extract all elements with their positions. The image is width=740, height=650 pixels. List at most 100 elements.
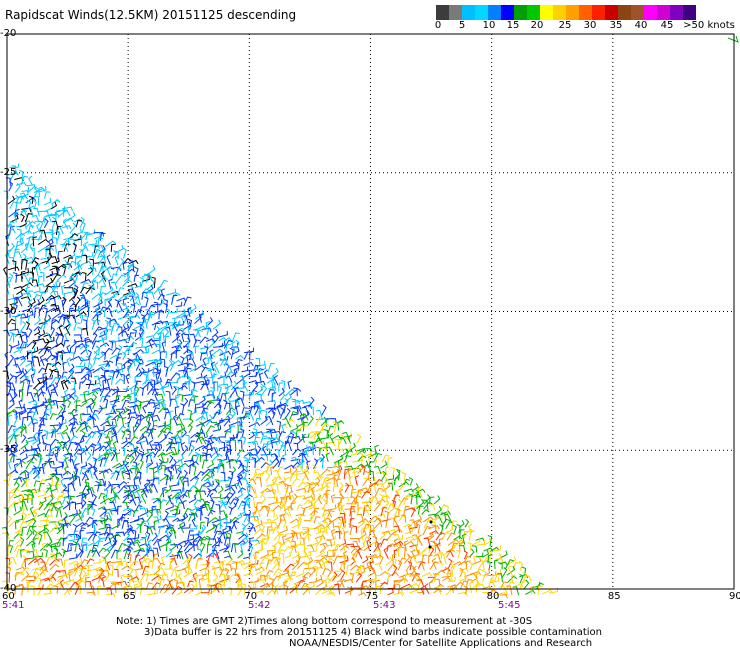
wind-barb [16, 343, 27, 349]
wind-barb [19, 537, 25, 548]
wind-barb [39, 220, 44, 230]
wind-barb [8, 544, 14, 553]
wind-barb [213, 544, 220, 552]
wind-barb [429, 496, 435, 504]
wind-barb [35, 405, 40, 415]
wind-barb [456, 524, 461, 534]
wind-barb [110, 449, 117, 462]
wind-barb [493, 545, 501, 552]
wind-barb [286, 504, 292, 517]
wind-barb [46, 583, 55, 589]
wind-barb [327, 568, 332, 578]
wind-barb [385, 518, 392, 528]
wind-barb [98, 470, 105, 479]
wind-barb [165, 502, 174, 511]
wind-barb [87, 378, 92, 389]
wind-barb [194, 325, 207, 332]
wind-barb [86, 488, 94, 498]
wind-barb [33, 552, 43, 558]
wind-barb [148, 483, 153, 493]
wind-barb [28, 493, 33, 506]
wind-barb [101, 351, 107, 360]
wind-barb [31, 235, 43, 240]
wind-barb [92, 457, 97, 468]
wind-barb [230, 409, 236, 420]
wind-barb [43, 228, 53, 234]
wind-barb [417, 588, 425, 594]
wind-barb [284, 418, 295, 426]
wind-barb [157, 285, 162, 296]
wind-barb [21, 282, 33, 289]
wind-barb [143, 370, 149, 380]
wind-barb [94, 426, 105, 433]
wind-barb [97, 585, 102, 596]
wind-barb [99, 395, 107, 403]
wind-barb [121, 586, 130, 594]
wind-barb [9, 333, 17, 342]
wind-barb [20, 195, 27, 203]
wind-barb [428, 581, 434, 590]
wind-barb [93, 304, 101, 313]
wind-barb [296, 561, 308, 570]
wind-barb [195, 310, 205, 320]
wind-barb [429, 561, 439, 570]
wind-barb [258, 409, 263, 421]
wind-barb [171, 294, 178, 305]
wind-barb [99, 306, 108, 314]
wind-barb [10, 340, 20, 349]
wind-barb [34, 316, 41, 326]
wind-barb [188, 495, 197, 504]
wind-barb [179, 581, 185, 589]
wind-barb [178, 385, 188, 390]
wind-barb [161, 403, 166, 413]
wind-barb [33, 283, 45, 288]
wind-barb [1, 586, 10, 596]
wind-barb [267, 389, 275, 396]
colorbar-swatch [553, 5, 566, 20]
wind-barb [129, 516, 140, 524]
wind-barb [501, 567, 508, 578]
wind-barb [73, 271, 83, 278]
wind-barb [366, 524, 372, 535]
wind-barb [519, 573, 524, 583]
wind-barb [79, 286, 88, 294]
wind-barb [32, 236, 38, 247]
colorbar-tick-label: 45 [660, 20, 674, 31]
wind-barb [304, 481, 316, 488]
wind-barb [284, 563, 295, 571]
wind-barb [147, 539, 153, 552]
wind-barb [29, 242, 34, 252]
wind-barb [386, 545, 393, 552]
wind-barb [283, 487, 289, 498]
wind-barb [212, 530, 222, 541]
wind-barb [237, 550, 244, 559]
wind-barb [476, 539, 485, 546]
wind-barb [116, 363, 126, 372]
wind-barb [193, 477, 199, 487]
wind-barb [69, 339, 77, 349]
wind-barb [51, 570, 61, 578]
wind-barb [106, 317, 111, 326]
wind-barb [537, 585, 543, 595]
wind-barb [111, 371, 119, 380]
wind-barb [80, 447, 87, 456]
wind-barb [256, 477, 262, 487]
wind-barb [105, 360, 114, 368]
wind-barb [48, 452, 53, 462]
wind-barb [433, 495, 441, 505]
wind-barb [336, 579, 345, 588]
wind-barb [99, 245, 106, 254]
wind-barb [63, 559, 69, 569]
wind-barb [79, 435, 88, 444]
wind-barb [31, 355, 36, 367]
wind-barb [201, 407, 209, 415]
wind-barb [494, 552, 503, 564]
wind-barb [85, 252, 94, 258]
wind-barb [268, 377, 275, 385]
wind-barb [391, 553, 397, 565]
wind-barb [291, 520, 300, 529]
wind-barb [331, 582, 342, 590]
wind-barb [296, 433, 306, 445]
colorbar-swatch [566, 5, 579, 20]
wind-barb [332, 530, 343, 535]
